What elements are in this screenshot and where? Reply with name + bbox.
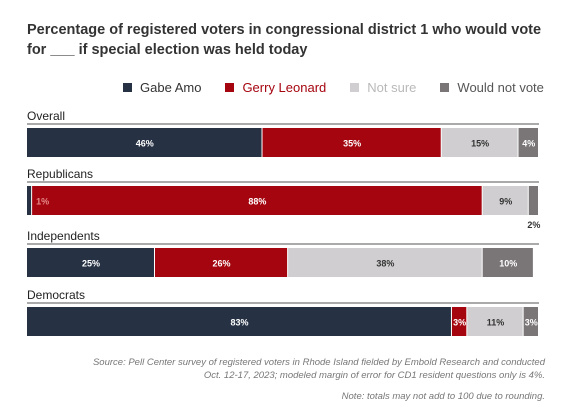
source-note: Source: Pell Center survey of registered…: [92, 357, 545, 381]
data-label-overall-not-sure: 15%: [471, 139, 489, 149]
bar-republicans-not-sure: [482, 186, 528, 215]
legend-item-gerry-leonard: Gerry Leonard: [225, 80, 326, 95]
data-label-democrats-not-sure: 11%: [487, 318, 505, 328]
bar-republicans-gabe-amo: [27, 186, 32, 215]
data-label-independents-not-sure: 38%: [376, 259, 394, 269]
legend-swatch: [123, 83, 132, 92]
legend-label: Gabe Amo: [140, 80, 202, 95]
group-label-republicans: Republicans: [27, 167, 93, 181]
bar-republicans-gerry-leonard: [32, 186, 482, 215]
chart-title: Percentage of registered voters in congr…: [27, 22, 542, 58]
group-label-overall: Overall: [27, 109, 65, 123]
bar-democrats-would-not-vote: [523, 307, 538, 336]
bar-overall-would-not-vote: [518, 128, 538, 157]
bar-overall-not-sure: [441, 128, 518, 157]
data-label-independents-gabe-amo: 25%: [82, 259, 100, 269]
data-label-democrats-gerry-leonard: 3%: [453, 318, 466, 328]
legend-item-gabe-amo: Gabe Amo: [123, 80, 201, 95]
group-label-democrats: Democrats: [27, 288, 85, 302]
bar-democrats-not-sure: [467, 307, 523, 336]
legend: Gabe Amo Gerry Leonard Not sure Would no…: [123, 80, 544, 95]
bar-overall-gabe-amo: [27, 128, 262, 157]
data-label-republicans-gabe-amo: 1%: [36, 197, 49, 207]
legend-swatch: [225, 83, 235, 92]
data-label-overall-gerry-leonard: 35%: [343, 139, 361, 149]
bar-republicans-would-not-vote: [528, 186, 538, 215]
data-label-republicans-not-sure: 9%: [499, 197, 512, 207]
data-label-overall-would-not-vote: 4%: [522, 139, 535, 149]
stacked-bar-chart: Overall 46% 35% 15% 4% Republicans 1% 88% 9% 2% In…: [27, 109, 540, 336]
bar-democrats-gabe-amo: [27, 307, 451, 336]
bar-independents-not-sure: [288, 248, 482, 277]
legend-label: Would not vote: [457, 80, 544, 95]
data-label-democrats-gabe-amo: 83%: [230, 318, 248, 328]
legend-swatch: [440, 83, 450, 92]
legend-label: Gerry Leonard: [242, 80, 327, 95]
legend-item-not-sure: Not sure: [350, 80, 416, 95]
bar-independents-would-not-vote: [482, 248, 533, 277]
data-label-independents-would-not-vote: 10%: [499, 259, 517, 269]
data-label-democrats-would-not-vote: 3%: [525, 318, 538, 328]
legend-item-would-not-vote: Would not vote: [440, 80, 544, 95]
rounding-note: Note: totals may not add to 100 due to r…: [341, 391, 545, 402]
data-label-republicans-would-not-vote: 2%: [527, 220, 540, 230]
bar-independents-gabe-amo: [27, 248, 154, 277]
data-label-republicans-gerry-leonard: 88%: [248, 197, 266, 207]
data-label-overall-gabe-amo: 46%: [136, 139, 154, 149]
legend-swatch: [350, 83, 360, 92]
data-label-independents-gerry-leonard: 26%: [213, 259, 231, 269]
group-label-independents: Independents: [27, 229, 100, 243]
bar-independents-gerry-leonard: [155, 248, 288, 277]
legend-label: Not sure: [367, 80, 417, 95]
bar-overall-gerry-leonard: [262, 128, 441, 157]
bar-democrats-gerry-leonard: [451, 307, 467, 336]
